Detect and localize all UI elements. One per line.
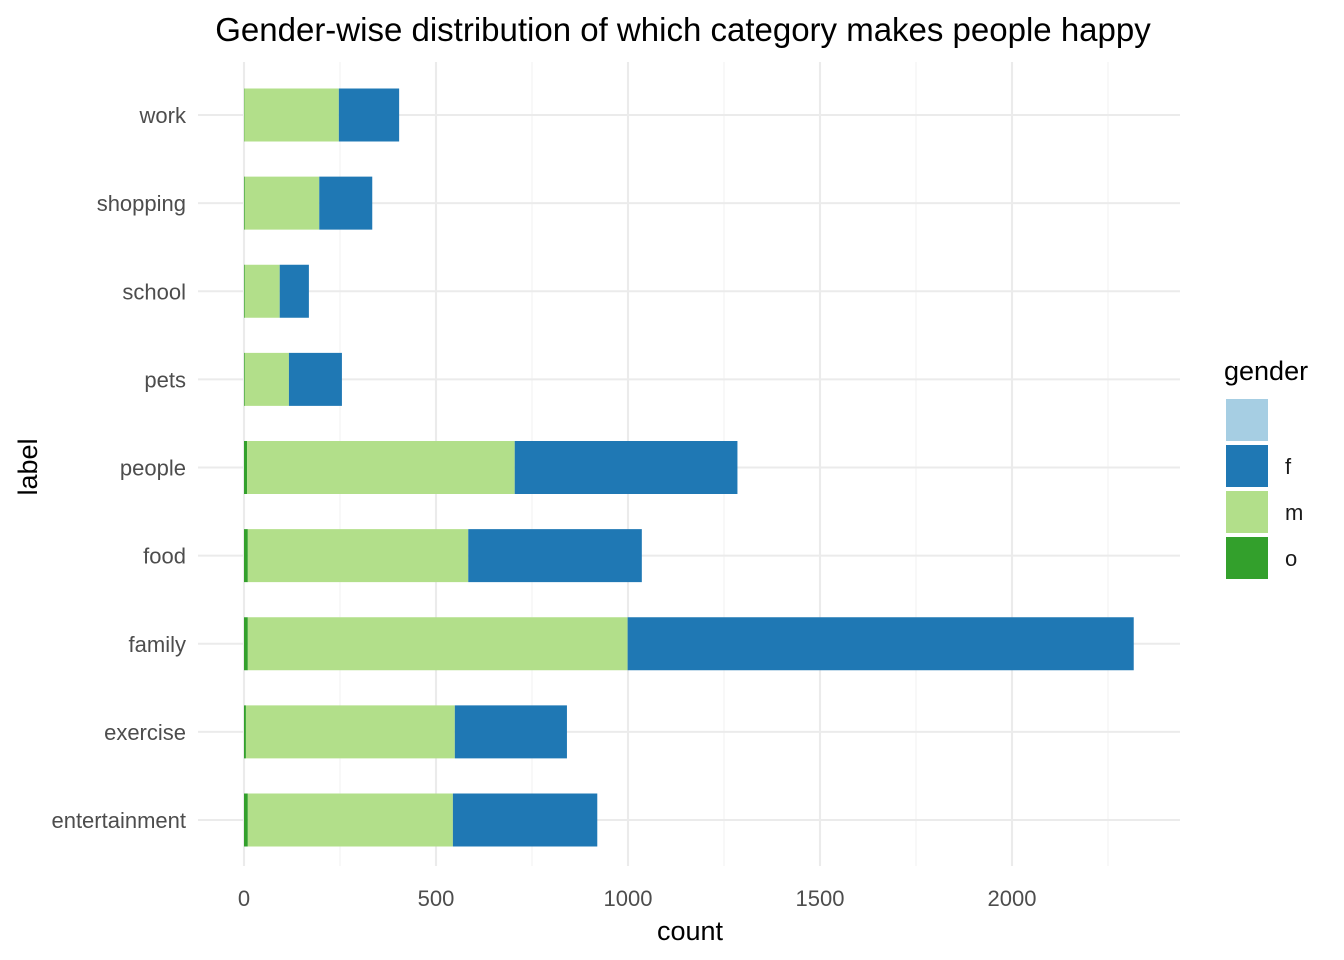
bar-shopping-o [244, 176, 245, 230]
bar-people-f [514, 441, 738, 494]
bar-family-f [627, 617, 1134, 671]
y-tick-label: pets [144, 367, 186, 392]
bar-food-o [244, 529, 248, 583]
y-tick-labels: entertainment exercise family food people pet… [51, 103, 187, 833]
legend-key-f [1226, 445, 1268, 487]
x-tick-label: 1000 [604, 886, 653, 911]
legend-key-m [1226, 491, 1268, 533]
bar-entertainment-o [244, 793, 248, 847]
bar-food-m [247, 529, 469, 583]
legend-key-blank [1226, 399, 1268, 441]
legend-title: gender [1224, 356, 1308, 386]
bar-exercise-m [245, 705, 455, 759]
bar-entertainment-m [247, 793, 453, 847]
y-tick-label: school [122, 279, 186, 304]
x-axis-title: count [657, 916, 724, 946]
y-axis-title: label [13, 438, 43, 495]
bar-family-m [247, 617, 628, 671]
legend: gender fmo [1224, 356, 1308, 579]
bar-family-o [244, 617, 248, 671]
y-tick-label: family [129, 632, 186, 657]
legend-label-o: o [1285, 546, 1297, 571]
bar-people-o [244, 441, 248, 494]
bar-exercise-o [244, 705, 246, 759]
bar-school-o [244, 264, 245, 318]
x-tick-label: 2000 [988, 886, 1037, 911]
y-tick-label: entertainment [51, 808, 186, 833]
bar-shopping-m [244, 176, 320, 230]
bar-school-m [244, 264, 280, 318]
x-tick-labels: 0 500 1000 1500 2000 [238, 886, 1037, 911]
bar-exercise-f [454, 705, 567, 759]
legend-label-m: m [1285, 500, 1303, 525]
bar-shopping-f [319, 176, 373, 230]
x-tick-label: 1500 [796, 886, 845, 911]
legend-key-o [1226, 537, 1268, 579]
y-tick-label: people [120, 456, 186, 481]
bar-people-m [247, 441, 515, 494]
y-tick-label: exercise [104, 720, 186, 745]
bar-pets-m [244, 352, 289, 406]
x-tick-label: 500 [418, 886, 455, 911]
bar-work-m [244, 88, 339, 142]
bar-school-f [279, 264, 309, 318]
y-tick-label: food [143, 544, 186, 569]
y-tick-label: shopping [97, 191, 186, 216]
bar-pets-f [288, 352, 342, 406]
bar-pets-o [244, 352, 245, 406]
y-tick-label: work [139, 103, 187, 128]
bar-food-f [468, 529, 642, 583]
chart-title: Gender-wise distribution of which catego… [215, 11, 1151, 48]
bar-work-f [338, 88, 400, 142]
bars [244, 88, 1134, 847]
x-tick-label: 0 [238, 886, 250, 911]
legend-label-f: f [1285, 454, 1292, 479]
bar-entertainment-f [452, 793, 598, 847]
